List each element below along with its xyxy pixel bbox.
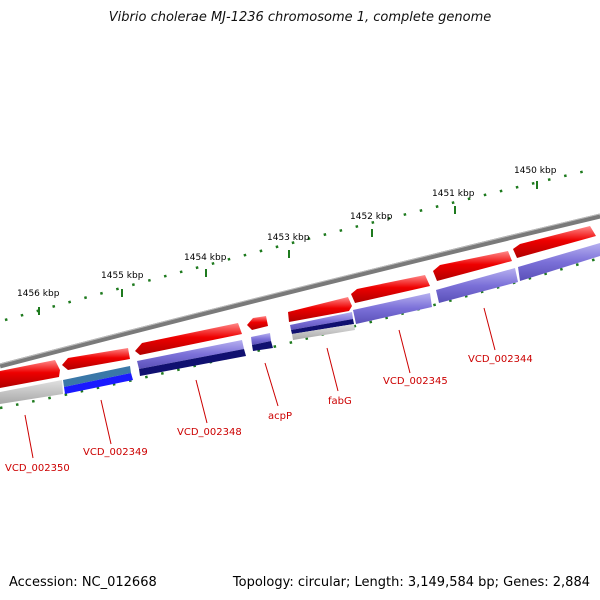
cds-block (436, 268, 518, 303)
gene-label-vcd-002348[interactable]: VCD_002348 (177, 427, 242, 438)
feature-arrow (351, 275, 430, 303)
feature-arrow (288, 297, 352, 322)
backbone-highlight (0, 213, 600, 365)
accession-label: Accession: NC_012668 (9, 575, 157, 590)
ruler-label-1451: 1451 kbp (432, 189, 475, 199)
cds-block (290, 312, 353, 330)
gene-label-vcd-002345[interactable]: VCD_002345 (383, 376, 448, 387)
gene-leader-lines (24, 307, 496, 459)
feature-arrow (433, 251, 512, 281)
ruler-label-1452: 1452 kbp (350, 212, 393, 222)
cds-block (518, 243, 600, 281)
ruler-ticks (38, 181, 538, 315)
feature-arrow (135, 323, 242, 355)
genome-summary: Topology: circular; Length: 3,149,584 bp… (232, 575, 590, 590)
cds-block (251, 333, 271, 345)
gene-label-vcd-002344[interactable]: VCD_002344 (468, 354, 533, 365)
cds-block (137, 340, 244, 369)
ruler-label-1453: 1453 kbp (267, 233, 310, 243)
cds-block (353, 293, 432, 324)
feature-arrow (513, 226, 596, 258)
cds-block (292, 324, 355, 340)
feature-arrow (0, 360, 60, 388)
cds-track (0, 243, 600, 404)
ruler-dotted-upper (4, 168, 591, 322)
map-title: Vibrio cholerae MJ-1236 chromosome 1, co… (108, 10, 492, 25)
gene-label-fabg[interactable]: fabG (328, 396, 352, 407)
cds-block (139, 349, 246, 376)
feature-arrow (247, 316, 268, 330)
ruler-label-1450: 1450 kbp (514, 166, 557, 176)
gene-label-acpp[interactable]: acpP (268, 411, 292, 422)
feature-arrow (62, 348, 130, 370)
cds-block (291, 319, 354, 334)
ruler-label-1455: 1455 kbp (101, 271, 144, 281)
cds-block (64, 373, 133, 394)
cds-block (252, 341, 273, 351)
ruler-label-1454: 1454 kbp (184, 253, 227, 263)
backbone-circle (0, 213, 600, 369)
cds-block (63, 366, 131, 387)
gene-label-vcd-002350[interactable]: VCD_002350 (5, 463, 70, 474)
feature-track-red (0, 226, 596, 388)
cds-block (0, 380, 63, 404)
gene-label-vcd-002349[interactable]: VCD_002349 (83, 447, 148, 458)
ruler-label-1456: 1456 kbp (17, 289, 60, 299)
